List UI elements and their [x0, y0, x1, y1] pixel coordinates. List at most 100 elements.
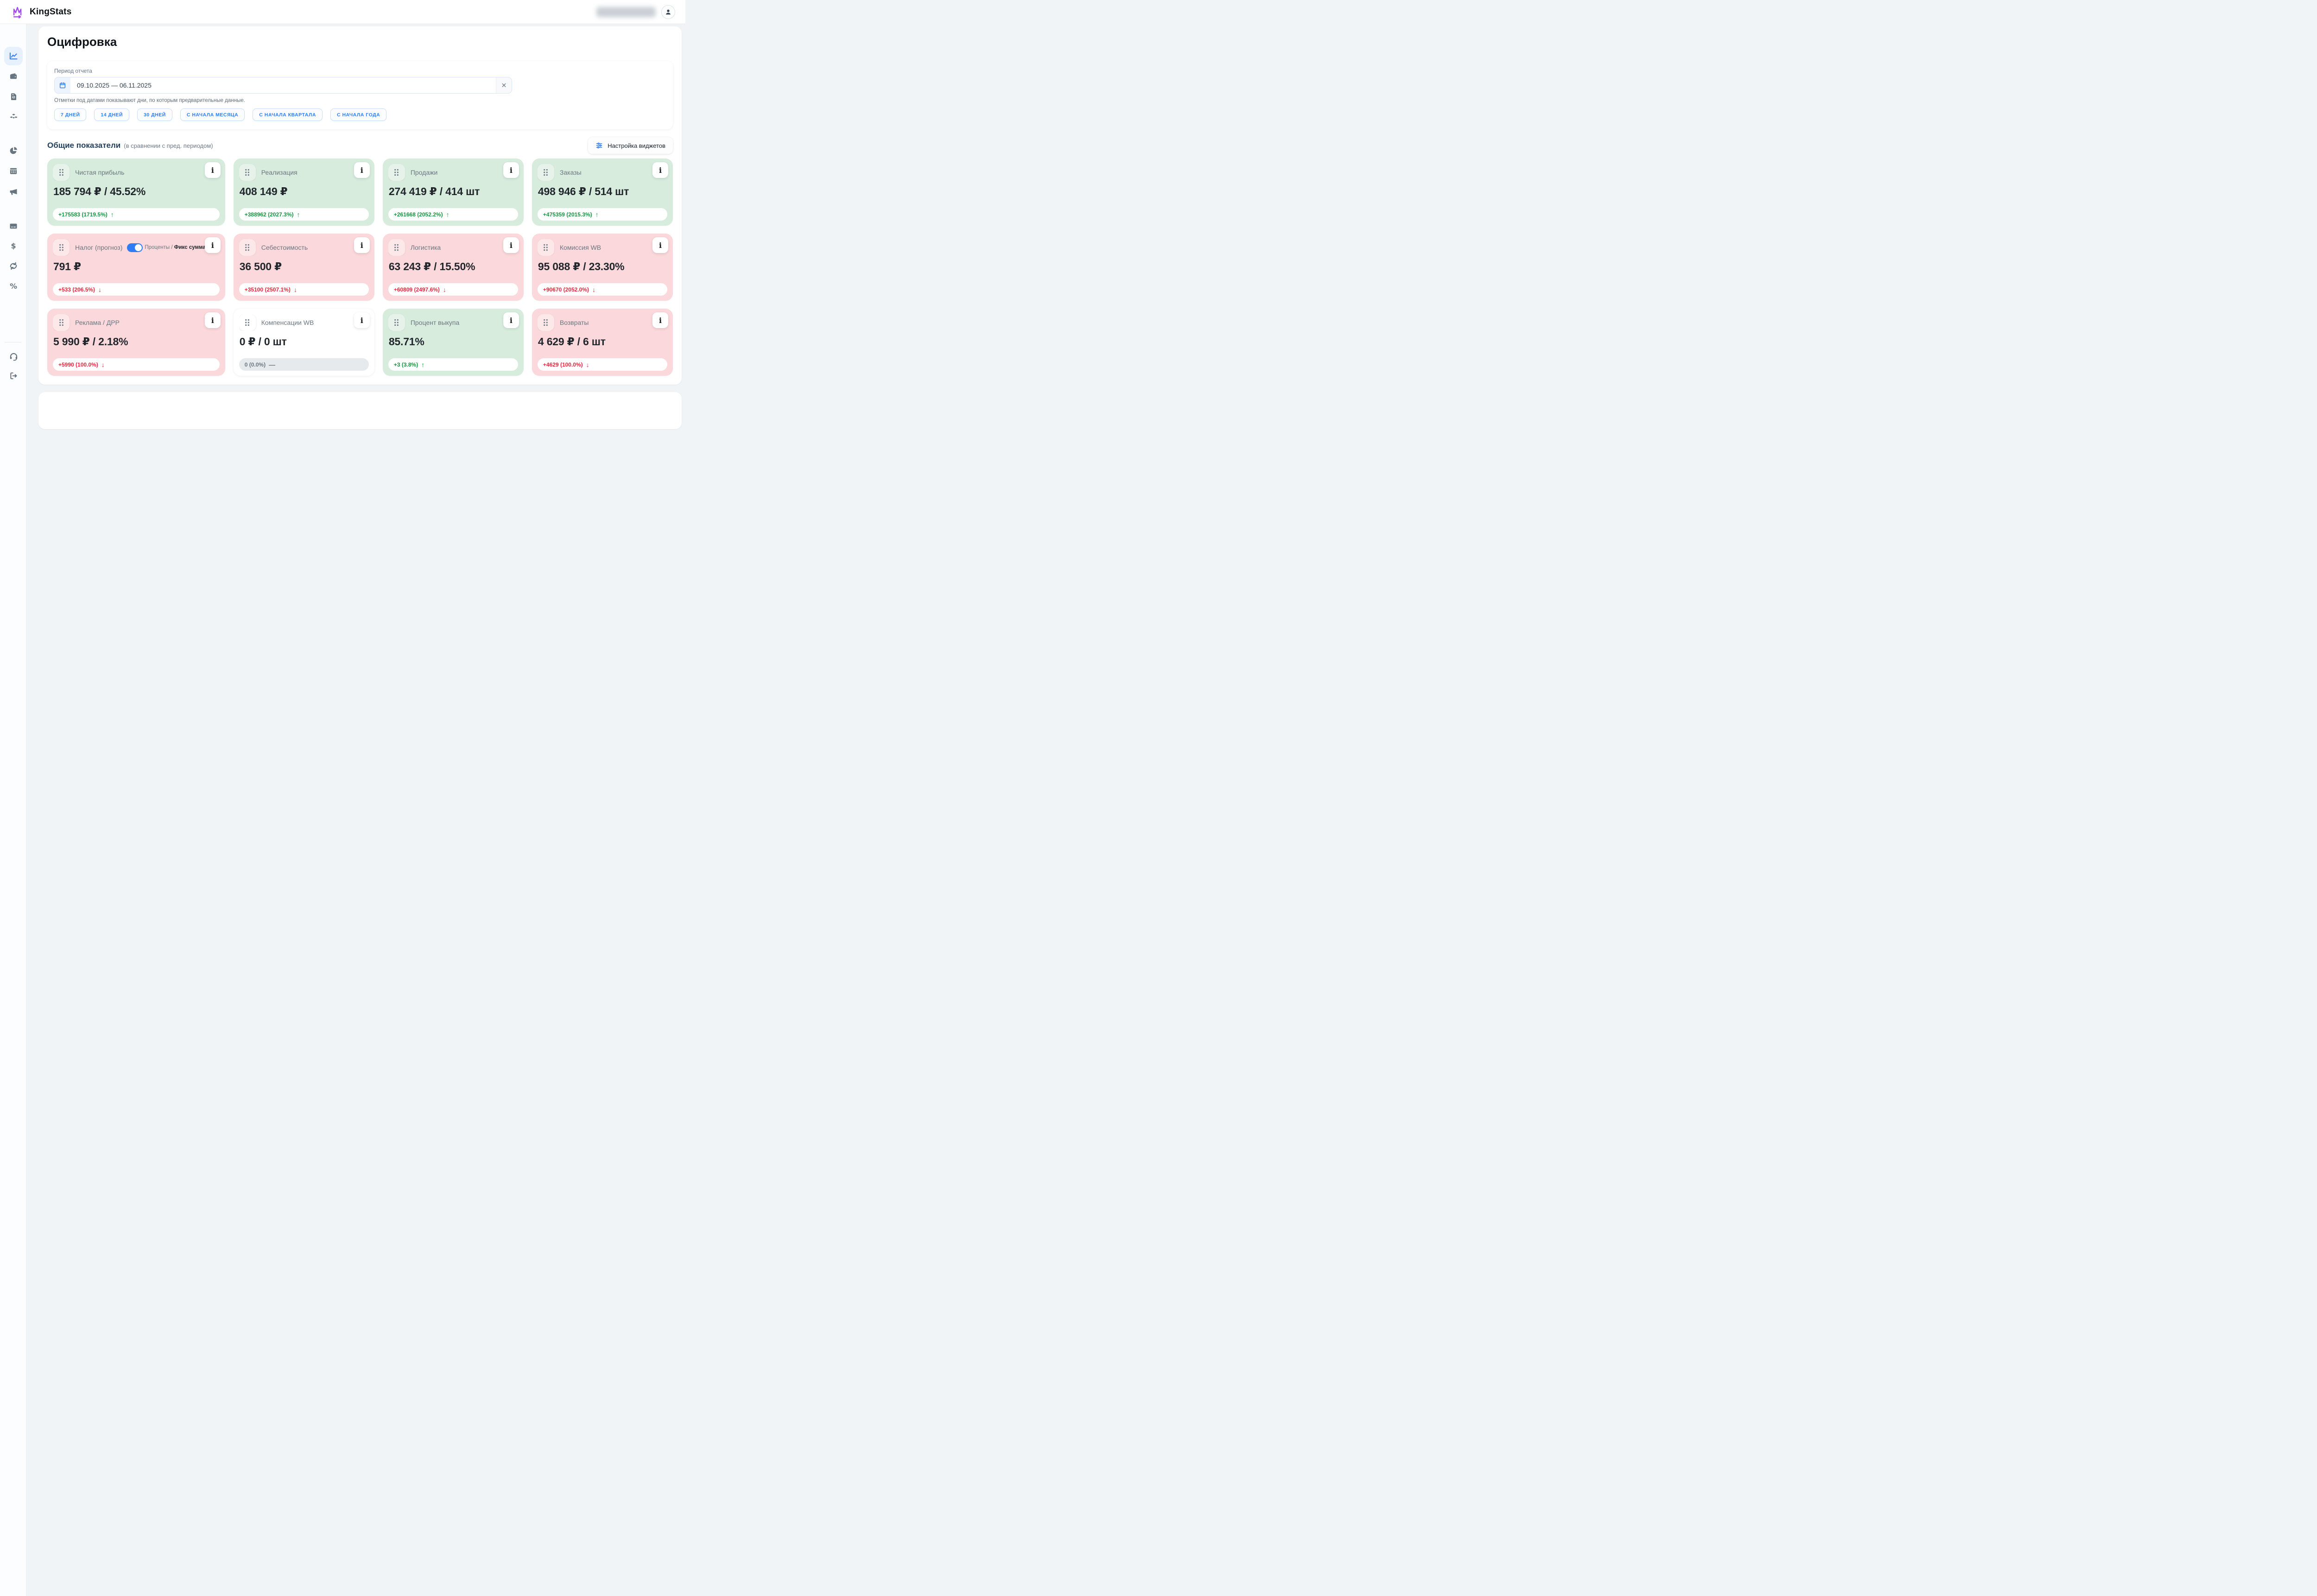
- svg-text:$: $: [11, 241, 16, 250]
- drag-dots-icon: [58, 243, 64, 252]
- trend-arrow-icon: ↓: [443, 286, 446, 293]
- trend-arrow-icon: ↑: [111, 211, 114, 218]
- metric-value: 0 ₽ / 0 шт: [240, 336, 287, 348]
- user-avatar[interactable]: [661, 5, 675, 19]
- info-button[interactable]: [354, 162, 370, 178]
- drag-handle[interactable]: [538, 164, 554, 181]
- delta-text: +388962 (2027.3%): [245, 211, 294, 218]
- sidebar-item-refresh[interactable]: [4, 257, 23, 275]
- info-button[interactable]: [354, 237, 370, 253]
- boxes-icon: [9, 112, 19, 122]
- metric-card: Комиссия WB 95 088 ₽ / 23.30% +90670 (20…: [532, 234, 673, 301]
- metric-title: Налог (прогноз): [75, 244, 122, 251]
- metric-card: Продажи 274 419 ₽ / 414 шт +261668 (2052…: [383, 158, 524, 226]
- delta-badge: 0 (0.0%) —: [239, 358, 369, 371]
- delta-badge: +175583 (1719.5%) ↑: [53, 208, 220, 221]
- info-button[interactable]: [205, 162, 221, 178]
- drag-handle[interactable]: [239, 164, 256, 181]
- headset-icon: [9, 352, 19, 361]
- delta-badge: +4629 (100.0%) ↓: [538, 358, 667, 371]
- metric-card: Заказы 498 946 ₽ / 514 шт +475359 (2015.…: [532, 158, 673, 226]
- date-range-value[interactable]: 09.10.2025 — 06.11.2025: [70, 77, 496, 93]
- dollar-icon: $: [9, 241, 18, 251]
- sidebar-item-calendar[interactable]: [4, 162, 23, 180]
- drag-handle[interactable]: [538, 314, 554, 331]
- delta-text: +4629 (100.0%): [543, 361, 583, 368]
- sidebar-item-pie-chart[interactable]: [4, 141, 23, 160]
- metric-title: Чистая прибыль: [75, 169, 124, 176]
- quick-range-button-4[interactable]: С НАЧАЛА КВАРТАЛА: [253, 108, 323, 121]
- sidebar-item-percent[interactable]: %: [4, 277, 23, 296]
- sidebar-item-dollar[interactable]: $: [4, 237, 23, 255]
- delta-badge: +388962 (2027.3%) ↑: [239, 208, 369, 221]
- brand[interactable]: KingStats: [11, 5, 71, 19]
- delta-text: +60809 (2497.6%): [394, 286, 440, 293]
- info-button[interactable]: [205, 237, 221, 253]
- drag-handle[interactable]: [388, 314, 405, 331]
- quick-range-button-2[interactable]: 30 ДНЕЙ: [137, 108, 172, 121]
- metric-title: Реализация: [261, 169, 298, 176]
- trend-arrow-icon: ↑: [297, 211, 300, 218]
- sidebar-item-megaphone[interactable]: [4, 182, 23, 201]
- sidebar-item-wallet[interactable]: [4, 67, 23, 86]
- sidebar-item-line-chart[interactable]: [4, 47, 23, 65]
- delta-text: +35100 (2507.1%): [245, 286, 291, 293]
- sidebar-item-credit-card[interactable]: [4, 217, 23, 235]
- period-hint: Отметки под датами показывают дни, по ко…: [54, 98, 245, 103]
- credit-card-icon: [9, 222, 18, 231]
- trend-arrow-icon: ↓: [101, 361, 105, 368]
- info-button[interactable]: [205, 312, 221, 328]
- drag-dots-icon: [244, 168, 250, 177]
- delta-text: +3 (3.8%): [394, 361, 418, 368]
- metric-title: Себестоимость: [261, 244, 308, 251]
- widget-settings-button[interactable]: Настройка виджетов: [588, 137, 673, 154]
- info-button[interactable]: [503, 312, 519, 328]
- drag-handle[interactable]: [239, 314, 256, 331]
- info-button[interactable]: [354, 312, 370, 328]
- info-button[interactable]: [652, 237, 668, 253]
- tax-mode-toggle[interactable]: [127, 243, 143, 252]
- trend-arrow-icon: —: [269, 361, 275, 368]
- info-button[interactable]: [503, 237, 519, 253]
- svg-text:$: $: [13, 95, 14, 99]
- delta-text: +5990 (100.0%): [58, 361, 98, 368]
- quick-range-button-0[interactable]: 7 ДНЕЙ: [54, 108, 86, 121]
- date-range-input[interactable]: 09.10.2025 — 06.11.2025: [54, 77, 512, 94]
- drag-handle[interactable]: [388, 239, 405, 256]
- calendar-blue-icon: [59, 82, 66, 89]
- sidebar-item-receipt[interactable]: $: [4, 87, 23, 106]
- page-title: Оцифровка: [47, 35, 117, 49]
- drag-handle[interactable]: [239, 239, 256, 256]
- sidebar-item-logout[interactable]: [4, 367, 23, 385]
- metric-title: Реклама / ДРР: [75, 319, 120, 326]
- drag-dots-icon: [244, 318, 250, 327]
- quick-range-button-5[interactable]: С НАЧАЛА ГОДА: [330, 108, 386, 121]
- metric-value: 36 500 ₽: [240, 260, 282, 273]
- svg-text:%: %: [10, 282, 17, 291]
- trend-arrow-icon: ↑: [446, 211, 449, 218]
- drag-handle[interactable]: [538, 239, 554, 256]
- info-button[interactable]: [503, 162, 519, 178]
- drag-handle[interactable]: [53, 164, 70, 181]
- calendar-icon: [9, 166, 18, 176]
- metric-title: Заказы: [560, 169, 582, 176]
- trend-arrow-icon: ↓: [586, 361, 589, 368]
- info-button[interactable]: [652, 312, 668, 328]
- metric-title: Логистика: [411, 244, 441, 251]
- quick-range-button-1[interactable]: 14 ДНЕЙ: [94, 108, 129, 121]
- calendar-segment[interactable]: [55, 77, 70, 93]
- quick-range-button-3[interactable]: С НАЧАЛА МЕСЯЦА: [180, 108, 245, 121]
- metric-card: Чистая прибыль 185 794 ₽ / 45.52% +17558…: [47, 158, 225, 226]
- drag-dots-icon: [543, 318, 549, 327]
- info-button[interactable]: [652, 162, 668, 178]
- delta-badge: +475359 (2015.3%) ↑: [538, 208, 667, 221]
- sidebar-item-support[interactable]: [4, 347, 23, 366]
- sidebar-item-boxes[interactable]: [4, 108, 23, 126]
- drag-dots-icon: [58, 168, 64, 177]
- drag-handle[interactable]: [53, 314, 70, 331]
- metric-card: Налог (прогноз) Проценты / Фикс сумма 79…: [47, 234, 225, 301]
- clear-date-button[interactable]: [496, 77, 512, 93]
- drag-handle[interactable]: [53, 239, 70, 256]
- drag-handle[interactable]: [388, 164, 405, 181]
- metric-value: 5 990 ₽ / 2.18%: [53, 336, 128, 348]
